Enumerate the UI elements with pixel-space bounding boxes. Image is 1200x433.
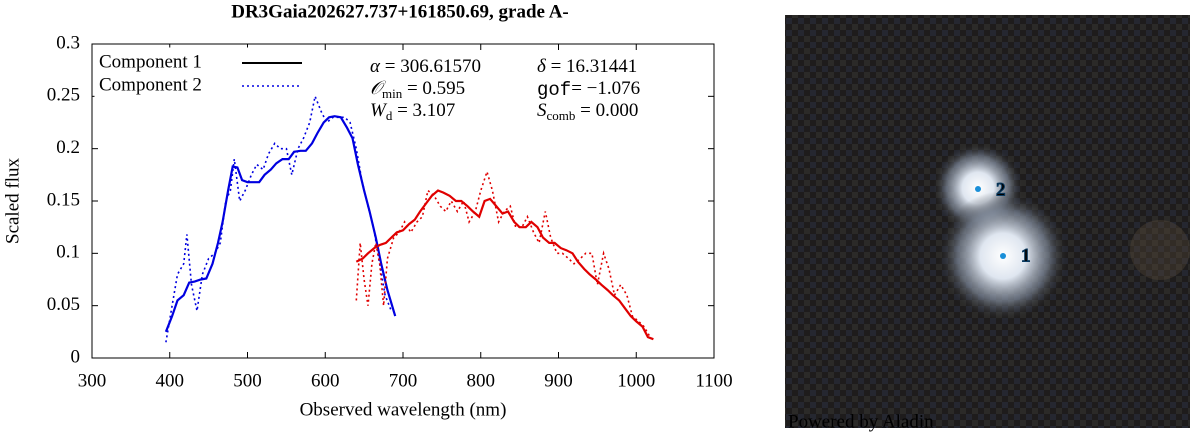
sky-image: 1 2 Powered by Aladin [785, 15, 1190, 432]
x-tick-label: 1100 [695, 370, 732, 391]
x-tick-label: 900 [544, 370, 573, 391]
annotation-value: = 0.595 [402, 78, 465, 99]
y-tick-label: 0.2 [56, 137, 80, 158]
source-label: 2 [996, 179, 1006, 200]
annotation-symbol: S [537, 100, 547, 121]
annotation-value: = 16.31441 [546, 56, 637, 77]
spectrum-line [164, 115, 397, 333]
y-tick-label: 0.05 [47, 294, 80, 315]
x-tick-label: 400 [156, 370, 185, 391]
annotation: 𝒪min = 0.595 [370, 78, 465, 101]
x-tick-label: 800 [467, 370, 496, 391]
image-credit: Powered by Aladin [788, 411, 934, 432]
source-marker [1000, 253, 1006, 259]
annotation-symbol: gof [537, 79, 571, 101]
y-tick-label: 0.15 [47, 189, 80, 210]
annotation-value: = 3.107 [392, 100, 455, 121]
x-axis-label: Observed wavelength (nm) [300, 399, 507, 420]
chart-title: DR3Gaia202627.737+161850.69, grade A- [231, 1, 569, 22]
y-tick-label: 0.1 [56, 242, 80, 263]
spectrum-line [355, 168, 651, 338]
annotation-subscript: d [386, 108, 393, 123]
source-marker [975, 186, 981, 192]
annotation: α = 306.61570 [370, 56, 481, 77]
faint-source [1130, 220, 1190, 280]
annotation-value: = 306.61570 [380, 56, 481, 77]
annotation-subscript: min [382, 86, 403, 101]
annotation-symbol: α [370, 56, 381, 77]
annotation: gof= −1.076 [537, 78, 640, 101]
y-axis-label: Scaled flux [2, 158, 23, 245]
annotation: Wd = 3.107 [370, 100, 455, 123]
legend-label: Component 1 [99, 51, 202, 72]
x-tick-label: 600 [311, 370, 340, 391]
x-tick-label: 500 [233, 370, 262, 391]
annotation-subscript: comb [547, 108, 576, 123]
spectrum-line [165, 93, 393, 343]
annotation: Scomb = 0.000 [537, 100, 638, 123]
annotation-value: = 0.000 [575, 100, 638, 121]
annotation-symbol: W [370, 100, 388, 121]
annotation: δ = 16.31441 [537, 56, 637, 77]
y-tick-label: 0.3 [56, 32, 80, 53]
annotation-symbol: δ [537, 56, 547, 77]
y-tick-label: 0.25 [47, 85, 80, 106]
x-tick-label: 1000 [617, 370, 655, 391]
annotation-value: = −1.076 [571, 78, 640, 99]
legend-box [94, 47, 308, 99]
legend-label: Component 2 [99, 74, 202, 95]
y-tick-label: 0 [71, 346, 81, 367]
x-tick-label: 300 [78, 370, 107, 391]
spectrum-line [355, 189, 654, 341]
x-tick-label: 700 [389, 370, 418, 391]
source-label: 1 [1021, 245, 1031, 266]
